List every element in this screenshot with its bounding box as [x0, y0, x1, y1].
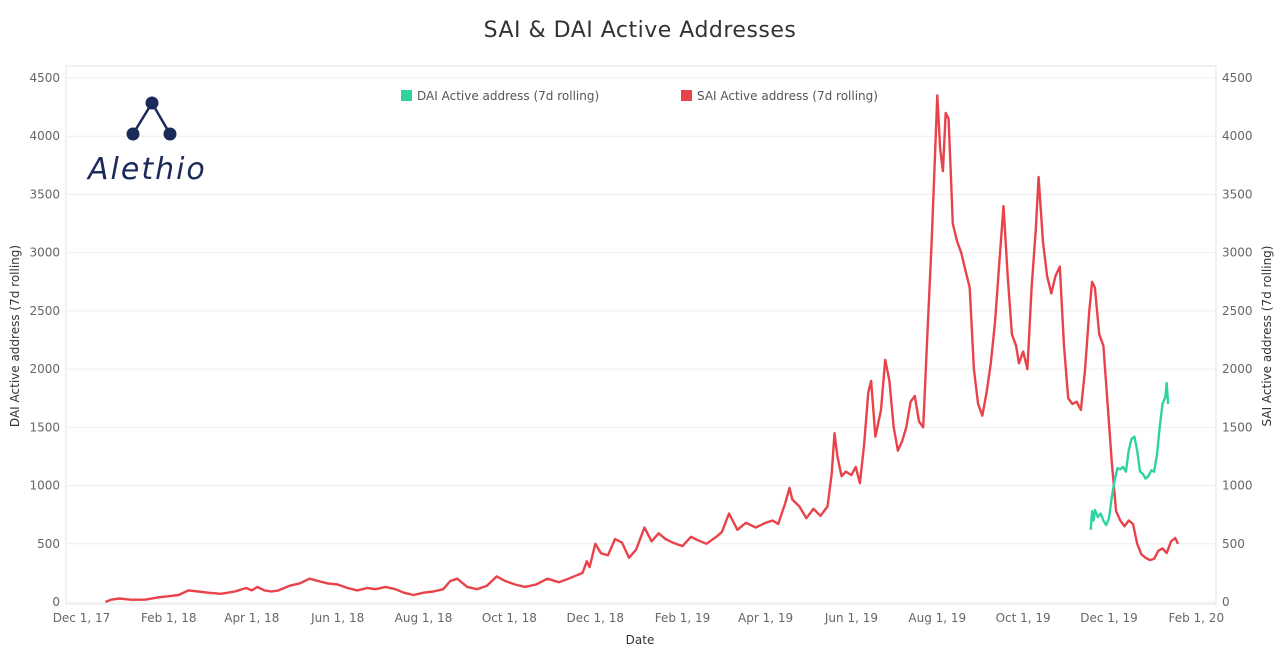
legend-label-sai: SAI Active address (7d rolling) [697, 89, 878, 103]
x-tick: Oct 1, 18 [482, 611, 537, 625]
y-tick-left: 0 [52, 595, 60, 609]
y-tick-right: 2000 [1222, 362, 1253, 376]
alethio-node-icon [126, 96, 177, 141]
y-tick-right: 500 [1222, 537, 1245, 551]
plot-frame [65, 65, 1217, 605]
x-tick: Dec 1, 17 [53, 611, 111, 625]
y-tick-left: 2000 [29, 362, 60, 376]
x-tick: Jun 1, 18 [310, 611, 364, 625]
y-axis-left: 0 500 1000 1500 2000 2500 3000 3500 4000 4500 [29, 71, 60, 609]
x-tick: Feb 1, 19 [655, 611, 711, 625]
y-tick-right: 0 [1222, 595, 1230, 609]
x-tick: Jun 1, 19 [824, 611, 878, 625]
x-tick: Oct 1, 19 [996, 611, 1051, 625]
y-tick-right: 4000 [1222, 129, 1253, 143]
x-tick: Apr 1, 19 [738, 611, 793, 625]
y-tick-left: 3000 [29, 246, 60, 260]
chart-title: SAI & DAI Active Addresses [483, 18, 797, 43]
y-tick-right: 3500 [1222, 187, 1253, 201]
grid [65, 65, 1217, 605]
y-tick-left: 3500 [29, 187, 60, 201]
y-tick-left: 4500 [29, 71, 60, 85]
x-tick: Feb 1, 18 [141, 611, 197, 625]
x-axis: Dec 1, 17 Feb 1, 18 Apr 1, 18 Jun 1, 18 Aug … [53, 611, 1224, 625]
x-axis-title: Date [626, 633, 655, 647]
x-tick: Aug 1, 18 [395, 611, 453, 625]
legend-label-dai: DAI Active address (7d rolling) [417, 89, 599, 103]
logo-text: Alethio [88, 152, 207, 187]
x-tick: Dec 1, 18 [566, 611, 624, 625]
x-tick: Dec 1, 19 [1080, 611, 1138, 625]
legend: DAI Active address (7d rolling) SAI Acti… [401, 89, 878, 103]
y-tick-left: 1000 [29, 479, 60, 493]
y-tick-right: 2500 [1222, 304, 1253, 318]
series-lines [104, 94, 1180, 604]
y-tick-right: 4500 [1222, 71, 1253, 85]
y-tick-left: 500 [37, 537, 60, 551]
x-tick: Apr 1, 18 [224, 611, 279, 625]
y-tick-left: 2500 [29, 304, 60, 318]
sai-series-line [104, 94, 1180, 604]
y-tick-right: 1500 [1222, 420, 1253, 434]
y-tick-right: 1000 [1222, 479, 1253, 493]
dai-series-line [1089, 381, 1170, 530]
x-tick: Feb 1, 20 [1168, 611, 1224, 625]
y-axis-right-title: SAI Active address (7d rolling) [1260, 246, 1274, 427]
y-tick-right: 3000 [1222, 246, 1253, 260]
y-axis-right: 0 500 1000 1500 2000 2500 3000 3500 4000 4500 [1222, 71, 1253, 609]
y-axis-left-title: DAI Active address (7d rolling) [8, 245, 22, 427]
legend-swatch-dai [401, 90, 412, 101]
x-tick: Aug 1, 19 [908, 611, 966, 625]
y-tick-left: 4000 [29, 129, 60, 143]
y-tick-left: 1500 [29, 420, 60, 434]
legend-swatch-sai [681, 90, 692, 101]
